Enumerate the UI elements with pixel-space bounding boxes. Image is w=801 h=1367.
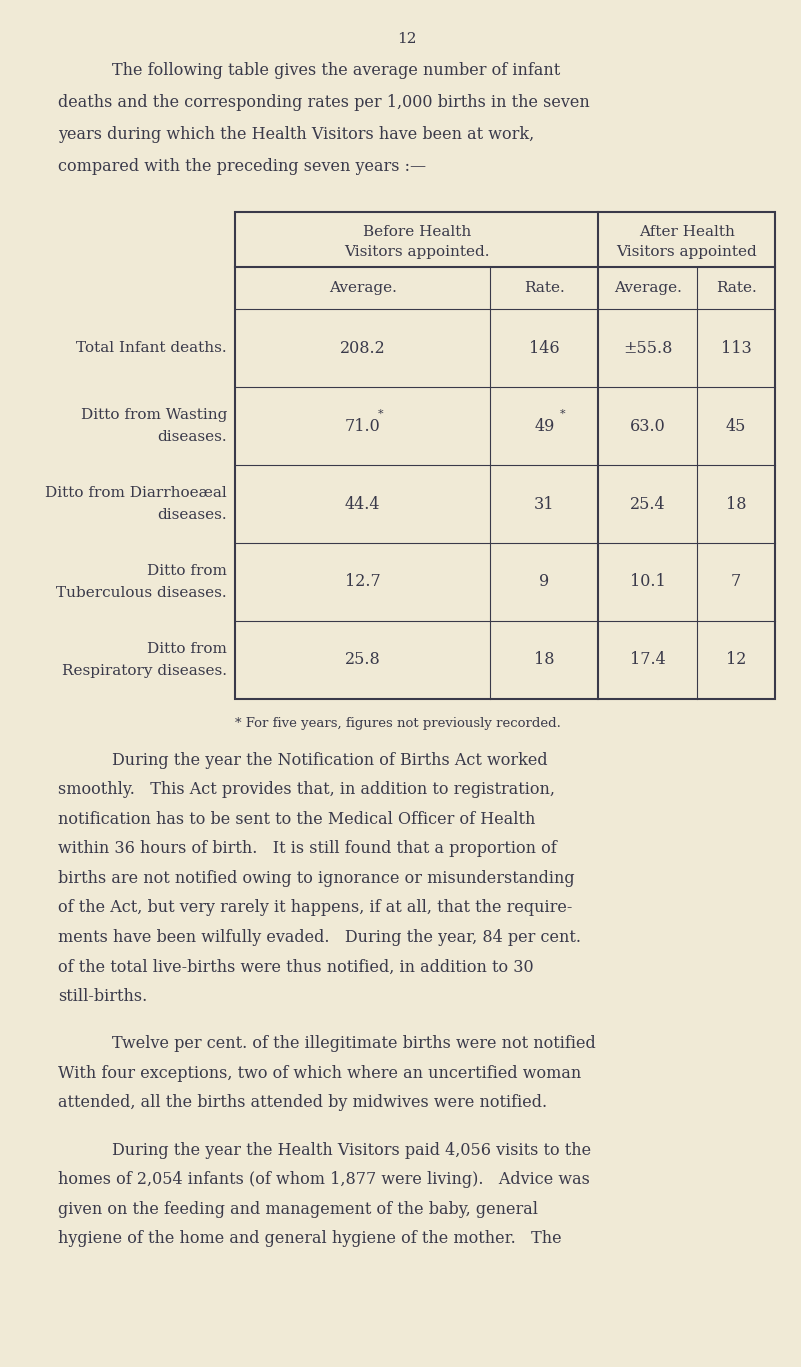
Text: After Health: After Health [639,224,735,238]
Text: Average.: Average. [614,282,682,295]
Text: diseases.: diseases. [157,509,227,522]
Text: ments have been wilfully evaded.   During the year, 84 per cent.: ments have been wilfully evaded. During … [58,930,581,946]
Text: attended, all the births attended by midwives were notified.: attended, all the births attended by mid… [58,1095,547,1111]
Text: 45: 45 [726,417,747,435]
Text: Before Health: Before Health [363,224,471,238]
Text: 18: 18 [726,495,747,513]
Text: years during which the Health Visitors have been at work,: years during which the Health Visitors h… [58,126,534,144]
Text: Ditto from Diarrhoeæal: Ditto from Diarrhoeæal [45,487,227,500]
Text: given on the feeding and management of the baby, general: given on the feeding and management of t… [58,1202,537,1218]
Text: During the year the Notification of Births Act worked: During the year the Notification of Birt… [112,752,548,770]
Text: 208.2: 208.2 [340,339,385,357]
Text: births are not notified owing to ignorance or misunderstanding: births are not notified owing to ignoran… [58,869,574,887]
Text: 63.0: 63.0 [630,417,666,435]
Text: 25.4: 25.4 [630,495,666,513]
Text: Total Infant deaths.: Total Infant deaths. [76,340,227,355]
Text: Twelve per cent. of the illegitimate births were not notified: Twelve per cent. of the illegitimate bir… [112,1035,596,1053]
Text: 113: 113 [721,339,751,357]
Text: Ditto from: Ditto from [147,565,227,578]
Text: *: * [559,409,565,420]
Text: 12.7: 12.7 [344,574,380,591]
Text: 146: 146 [529,339,560,357]
Text: Visitors appointed: Visitors appointed [617,245,757,258]
Text: * For five years, figures not previously recorded.: * For five years, figures not previously… [235,718,561,730]
Text: 71.0: 71.0 [344,417,380,435]
Text: within 36 hours of birth.   It is still found that a proportion of: within 36 hours of birth. It is still fo… [58,841,557,857]
Text: *: * [377,409,383,420]
Text: notification has to be sent to the Medical Officer of Health: notification has to be sent to the Medic… [58,811,535,828]
Text: smoothly.   This Act provides that, in addition to registration,: smoothly. This Act provides that, in add… [58,782,555,798]
Text: compared with the preceding seven years :—: compared with the preceding seven years … [58,159,426,175]
Text: Rate.: Rate. [716,282,756,295]
Text: 12: 12 [726,652,747,668]
Text: 25.8: 25.8 [344,652,380,668]
Text: During the year the Health Visitors paid 4,056 visits to the: During the year the Health Visitors paid… [112,1141,591,1159]
Text: 10.1: 10.1 [630,574,666,591]
Text: 12: 12 [397,31,417,46]
Text: Tuberculous diseases.: Tuberculous diseases. [56,586,227,600]
Text: Respiratory diseases.: Respiratory diseases. [62,664,227,678]
Text: 31: 31 [534,495,554,513]
Text: 44.4: 44.4 [344,495,380,513]
Text: Average.: Average. [328,282,396,295]
Text: hygiene of the home and general hygiene of the mother.   The: hygiene of the home and general hygiene … [58,1230,562,1248]
Text: deaths and the corresponding rates per 1,000 births in the seven: deaths and the corresponding rates per 1… [58,94,590,111]
Text: Visitors appointed.: Visitors appointed. [344,245,489,258]
Text: 49: 49 [534,417,554,435]
Text: 7: 7 [731,574,741,591]
Text: The following table gives the average number of infant: The following table gives the average nu… [112,62,560,79]
Text: Ditto from: Ditto from [147,642,227,656]
Text: Ditto from Wasting: Ditto from Wasting [81,407,227,422]
Text: 17.4: 17.4 [630,652,666,668]
Text: ±55.8: ±55.8 [623,339,672,357]
Text: With four exceptions, two of which where an uncertified woman: With four exceptions, two of which where… [58,1065,581,1083]
Text: Rate.: Rate. [524,282,565,295]
Text: diseases.: diseases. [157,431,227,444]
Text: still-births.: still-births. [58,988,147,1005]
Text: 9: 9 [539,574,549,591]
Bar [235,212,775,699]
Text: homes of 2,054 infants (of whom 1,877 were living).   Advice was: homes of 2,054 infants (of whom 1,877 we… [58,1172,590,1188]
Text: of the Act, but very rarely it happens, if at all, that the require-: of the Act, but very rarely it happens, … [58,899,572,916]
Text: of the total live-births were thus notified, in addition to 30: of the total live-births were thus notif… [58,958,533,976]
Text: 18: 18 [534,652,554,668]
